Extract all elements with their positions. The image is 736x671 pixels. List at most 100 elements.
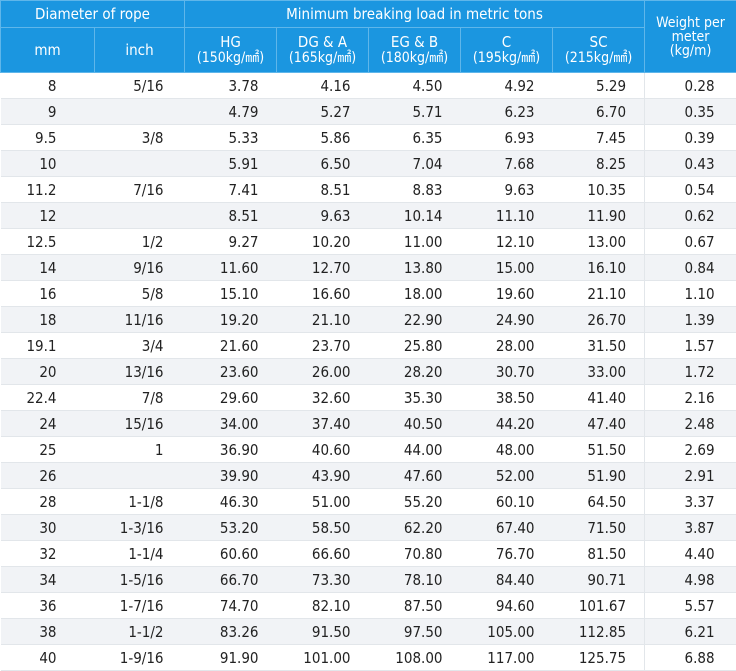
cell-weight: 0.43: [645, 151, 736, 177]
cell-weight: 2.16: [645, 385, 736, 411]
cell-inch: 9/16: [95, 255, 185, 281]
cell-hg: 34.00: [185, 411, 277, 437]
cell-mm: 36: [1, 593, 95, 619]
grade-header-sc: SC(215kg/㎟): [553, 28, 645, 73]
inch-header: inch: [95, 28, 185, 73]
cell-dg-a: 4.16: [277, 73, 369, 99]
cell-c: 19.60: [461, 281, 553, 307]
cell-sc: 125.75: [553, 645, 645, 671]
cell-dg-a: 43.90: [277, 463, 369, 489]
cell-mm: 18: [1, 307, 95, 333]
cell-sc: 5.29: [553, 73, 645, 99]
cell-eg-b: 47.60: [369, 463, 461, 489]
cell-hg: 36.90: [185, 437, 277, 463]
cell-weight: 4.40: [645, 541, 736, 567]
cell-inch: [95, 463, 185, 489]
cell-weight: 0.28: [645, 73, 736, 99]
cell-hg: 7.41: [185, 177, 277, 203]
cell-weight: 2.69: [645, 437, 736, 463]
cell-sc: 26.70: [553, 307, 645, 333]
cell-weight: 3.37: [645, 489, 736, 515]
cell-eg-b: 13.80: [369, 255, 461, 281]
weight-header-line: (kg/m): [670, 43, 712, 59]
cell-sc: 112.85: [553, 619, 645, 645]
cell-inch: 3/8: [95, 125, 185, 151]
cell-inch: 7/8: [95, 385, 185, 411]
grade-name: HG: [220, 33, 241, 51]
cell-sc: 71.50: [553, 515, 645, 541]
cell-c: 11.10: [461, 203, 553, 229]
cell-dg-a: 26.00: [277, 359, 369, 385]
cell-mm: 14: [1, 255, 95, 281]
cell-eg-b: 22.90: [369, 307, 461, 333]
cell-mm: 25: [1, 437, 95, 463]
cell-inch: 7/16: [95, 177, 185, 203]
cell-weight: 1.72: [645, 359, 736, 385]
cell-sc: 8.25: [553, 151, 645, 177]
cell-c: 60.10: [461, 489, 553, 515]
cell-hg: 39.90: [185, 463, 277, 489]
cell-mm: 19.1: [1, 333, 95, 359]
grade-header-eg-b: EG & B(180kg/㎟): [369, 28, 461, 73]
cell-inch: 1/2: [95, 229, 185, 255]
cell-inch: [95, 99, 185, 125]
cell-hg: 53.20: [185, 515, 277, 541]
cell-c: 84.40: [461, 567, 553, 593]
table-header: Diameter of rope Minimum breaking load i…: [1, 1, 736, 73]
cell-inch: 1-1/2: [95, 619, 185, 645]
grade-name: DG & A: [298, 33, 347, 51]
cell-weight: 0.84: [645, 255, 736, 281]
cell-eg-b: 7.04: [369, 151, 461, 177]
diameter-header: Diameter of rope: [1, 1, 185, 28]
cell-eg-b: 8.83: [369, 177, 461, 203]
cell-eg-b: 55.20: [369, 489, 461, 515]
cell-weight: 0.54: [645, 177, 736, 203]
cell-c: 6.93: [461, 125, 553, 151]
cell-eg-b: 44.00: [369, 437, 461, 463]
cell-sc: 11.90: [553, 203, 645, 229]
cell-eg-b: 78.10: [369, 567, 461, 593]
cell-inch: 1-9/16: [95, 645, 185, 671]
cell-hg: 91.90: [185, 645, 277, 671]
cell-inch: 1-1/8: [95, 489, 185, 515]
cell-mm: 30: [1, 515, 95, 541]
cell-mm: 26: [1, 463, 95, 489]
cell-dg-a: 21.10: [277, 307, 369, 333]
cell-eg-b: 25.80: [369, 333, 461, 359]
cell-weight: 0.35: [645, 99, 736, 125]
cell-hg: 21.60: [185, 333, 277, 359]
cell-mm: 28: [1, 489, 95, 515]
cell-mm: 20: [1, 359, 95, 385]
cell-hg: 9.27: [185, 229, 277, 255]
cell-weight: 1.10: [645, 281, 736, 307]
grade-name: SC: [590, 33, 608, 51]
cell-c: 44.20: [461, 411, 553, 437]
cell-sc: 13.00: [553, 229, 645, 255]
cell-c: 76.70: [461, 541, 553, 567]
cell-eg-b: 18.00: [369, 281, 461, 307]
cell-weight: 0.39: [645, 125, 736, 151]
cell-c: 9.63: [461, 177, 553, 203]
cell-sc: 33.00: [553, 359, 645, 385]
cell-sc: 6.70: [553, 99, 645, 125]
cell-inch: 13/16: [95, 359, 185, 385]
cell-weight: 6.21: [645, 619, 736, 645]
grade-header-hg: HG(150kg/㎟): [185, 28, 277, 73]
cell-sc: 81.50: [553, 541, 645, 567]
cell-dg-a: 32.60: [277, 385, 369, 411]
cell-inch: 1-1/4: [95, 541, 185, 567]
